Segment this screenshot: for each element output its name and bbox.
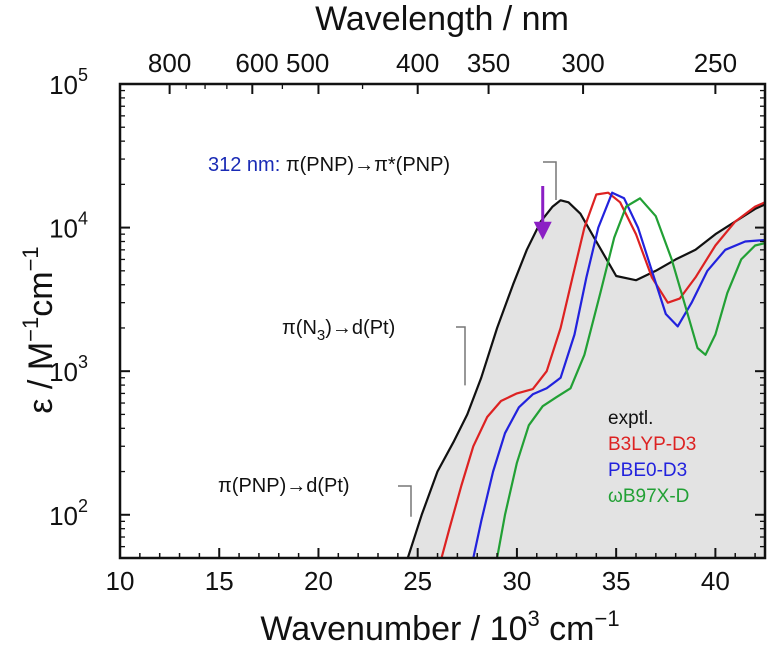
x-tick-label: 10 bbox=[106, 566, 135, 596]
series-line-2 bbox=[472, 191, 765, 558]
x-axis-title: Wavenumber / 103 cm−1 bbox=[260, 606, 619, 648]
top-tick-label: 800 bbox=[148, 48, 191, 78]
annotation-312nm-leader bbox=[543, 161, 557, 200]
y-tick-label: 102 bbox=[49, 496, 88, 531]
x-axis-title-main: Wavenumber / 10 bbox=[260, 610, 527, 648]
series-line-0 bbox=[406, 199, 765, 558]
y-axis-title: ε / M−1cm−1 bbox=[18, 246, 60, 413]
x-tick-label: 30 bbox=[502, 566, 531, 596]
legend-entry-2: PBE0-D3 bbox=[608, 460, 687, 481]
top-tick-label: 600 500 bbox=[235, 48, 329, 78]
y-tick-label: 104 bbox=[49, 209, 88, 244]
top-tick-label: 400 bbox=[396, 48, 439, 78]
series-line-1 bbox=[440, 191, 765, 558]
x-tick-label: 15 bbox=[205, 566, 234, 596]
legend-entry-1: B3LYP-D3 bbox=[608, 434, 696, 455]
y-axis-title-main: ε / M bbox=[22, 342, 60, 414]
top-tick-label: 350 bbox=[467, 48, 510, 78]
x-tick-label: 35 bbox=[602, 566, 631, 596]
top-tick-label: 300 bbox=[561, 48, 604, 78]
top-axis-title: Wavelength / nm bbox=[315, 0, 569, 38]
legend-entry-0: exptl. bbox=[608, 408, 653, 429]
annotation-pnp-dpt-leader bbox=[398, 485, 412, 517]
x-axis-title-unit-sup: −1 bbox=[595, 606, 620, 631]
top-tick-label: 250 bbox=[694, 48, 737, 78]
annotation-n3-dpt-leader bbox=[456, 326, 466, 386]
y-axis-title-cm: cm bbox=[22, 271, 60, 316]
x-axis-title-unit: cm bbox=[540, 610, 595, 648]
y-tick-label: 103 bbox=[49, 352, 88, 387]
exptl-fill-area bbox=[407, 200, 765, 558]
y-tick-label: 105 bbox=[49, 65, 88, 100]
x-tick-label: 40 bbox=[701, 566, 730, 596]
y-axis-title-sup1: −1 bbox=[18, 317, 43, 342]
plot-frame bbox=[118, 82, 767, 560]
x-axis-title-sup: 3 bbox=[527, 606, 539, 631]
transition-arrow-head bbox=[533, 221, 552, 240]
annotation-n3-dpt: π(N3)→d(Pt) bbox=[282, 317, 395, 344]
x-tick-label: 20 bbox=[304, 566, 333, 596]
annotation-pnp-dpt: π(PNP)→d(Pt) bbox=[218, 475, 350, 497]
legend-entry-3: ωB97X-D bbox=[608, 486, 689, 507]
annotation-312nm: 312 nm: π(PNP)→π*(PNP) bbox=[208, 154, 450, 176]
x-tick-label: 25 bbox=[403, 566, 432, 596]
series-line-3 bbox=[496, 197, 765, 558]
y-axis-title-sup2: −1 bbox=[18, 246, 43, 271]
